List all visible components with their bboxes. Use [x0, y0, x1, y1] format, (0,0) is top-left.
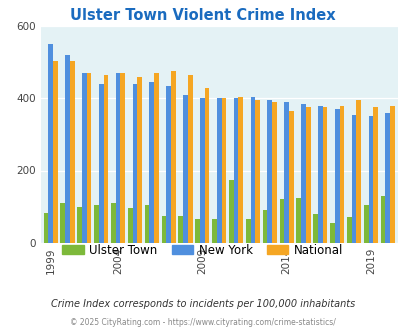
Bar: [389, 106, 394, 243]
Bar: [149, 82, 154, 243]
Bar: [111, 203, 115, 243]
Bar: [284, 102, 288, 243]
Bar: [322, 108, 326, 243]
Bar: [132, 84, 137, 243]
Bar: [238, 97, 243, 243]
Bar: [48, 45, 53, 243]
Bar: [305, 108, 310, 243]
Bar: [339, 106, 343, 243]
Bar: [356, 100, 360, 243]
Bar: [245, 219, 250, 243]
Bar: [115, 73, 120, 243]
Bar: [351, 115, 356, 243]
Bar: [87, 73, 91, 243]
Bar: [99, 84, 103, 243]
Bar: [221, 98, 226, 243]
Bar: [288, 111, 293, 243]
Bar: [363, 205, 368, 243]
Bar: [154, 73, 158, 243]
Text: © 2025 CityRating.com - https://www.cityrating.com/crime-statistics/: © 2025 CityRating.com - https://www.city…: [70, 318, 335, 327]
Bar: [171, 71, 175, 243]
Bar: [216, 98, 221, 243]
Text: Crime Index corresponds to incidents per 100,000 inhabitants: Crime Index corresponds to incidents per…: [51, 299, 354, 309]
Bar: [372, 108, 377, 243]
Bar: [368, 116, 372, 243]
Bar: [77, 207, 82, 243]
Bar: [166, 86, 171, 243]
Bar: [103, 75, 108, 243]
Bar: [346, 217, 351, 243]
Bar: [212, 219, 216, 243]
Bar: [195, 219, 200, 243]
Bar: [188, 75, 192, 243]
Bar: [161, 215, 166, 243]
Bar: [313, 214, 317, 243]
Bar: [204, 88, 209, 243]
Bar: [301, 104, 305, 243]
Bar: [82, 73, 87, 243]
Text: Ulster Town Violent Crime Index: Ulster Town Violent Crime Index: [70, 8, 335, 23]
Bar: [296, 198, 301, 243]
Bar: [271, 102, 276, 243]
Bar: [317, 106, 322, 243]
Bar: [145, 205, 149, 243]
Bar: [228, 180, 233, 243]
Bar: [380, 196, 384, 243]
Bar: [250, 97, 255, 243]
Bar: [178, 215, 183, 243]
Bar: [279, 199, 283, 243]
Bar: [137, 77, 142, 243]
Bar: [128, 208, 132, 243]
Bar: [60, 203, 65, 243]
Bar: [183, 95, 188, 243]
Bar: [384, 113, 389, 243]
Legend: Ulster Town, New York, National: Ulster Town, New York, National: [58, 239, 347, 261]
Bar: [262, 210, 267, 243]
Bar: [233, 98, 238, 243]
Bar: [70, 61, 75, 243]
Bar: [94, 205, 99, 243]
Bar: [53, 61, 58, 243]
Bar: [329, 223, 334, 243]
Bar: [255, 100, 259, 243]
Bar: [334, 109, 339, 243]
Bar: [43, 213, 48, 243]
Bar: [65, 55, 70, 243]
Bar: [200, 98, 204, 243]
Bar: [120, 73, 125, 243]
Bar: [267, 100, 271, 243]
